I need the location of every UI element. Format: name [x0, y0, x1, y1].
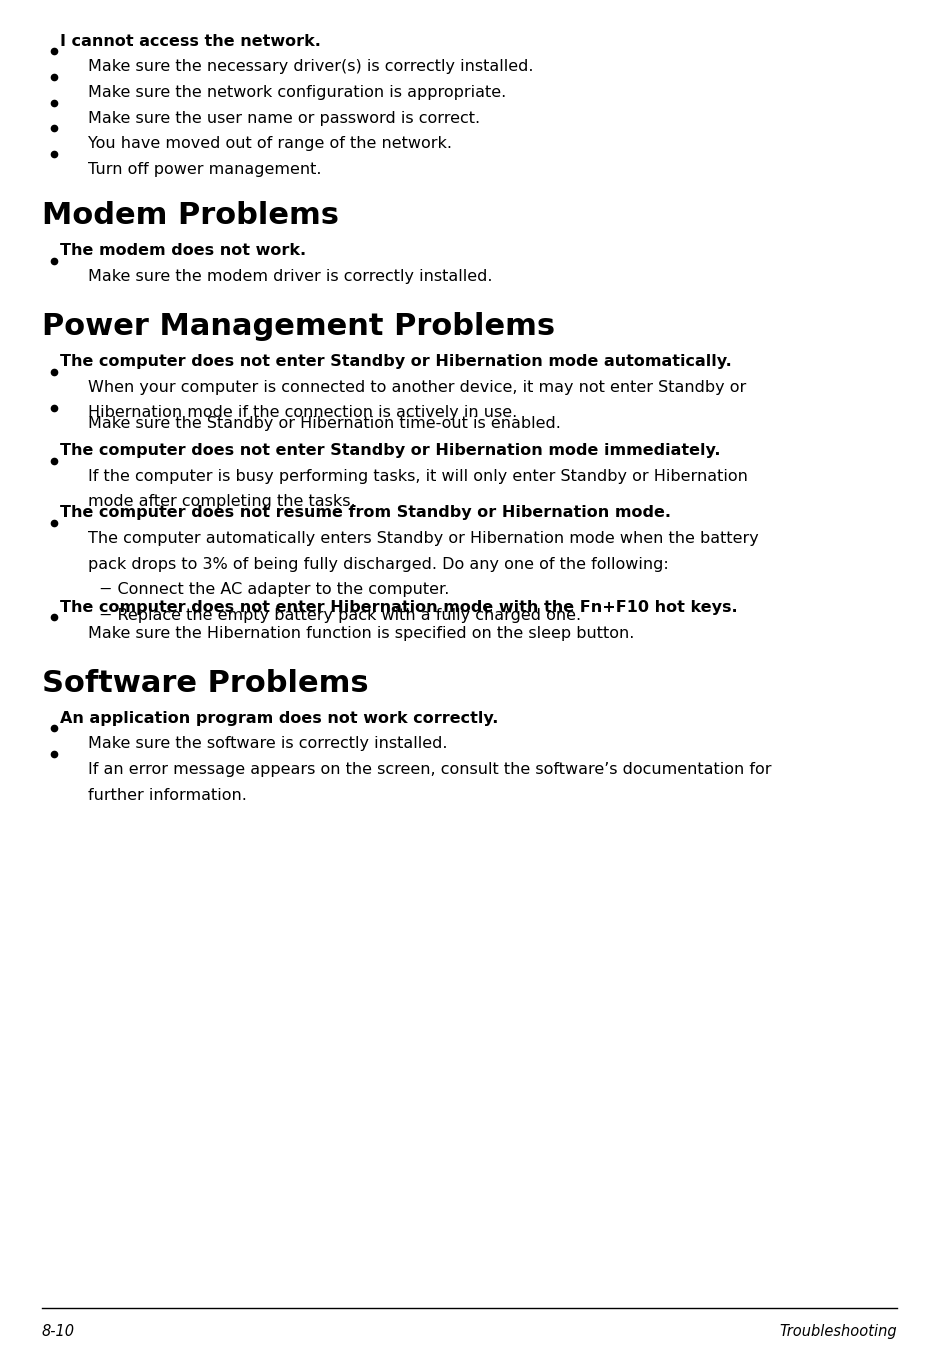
Text: − Replace the empty battery pack with a fully charged one.: − Replace the empty battery pack with a …: [99, 608, 581, 623]
Text: Software Problems: Software Problems: [42, 669, 368, 697]
Text: The modem does not work.: The modem does not work.: [60, 243, 306, 258]
Text: If the computer is busy performing tasks, it will only enter Standby or Hibernat: If the computer is busy performing tasks…: [88, 469, 747, 484]
Text: The computer does not enter Hibernation mode with the Fn+F10 hot keys.: The computer does not enter Hibernation …: [60, 600, 737, 615]
Text: further information.: further information.: [88, 788, 246, 802]
Text: Troubleshooting: Troubleshooting: [778, 1324, 896, 1339]
Text: The computer does not resume from Standby or Hibernation mode.: The computer does not resume from Standb…: [60, 505, 670, 520]
Text: Turn off power management.: Turn off power management.: [88, 162, 321, 177]
Text: Make sure the user name or password is correct.: Make sure the user name or password is c…: [88, 111, 480, 126]
Text: You have moved out of range of the network.: You have moved out of range of the netwo…: [88, 136, 451, 151]
Text: mode after completing the tasks.: mode after completing the tasks.: [88, 494, 355, 509]
Text: Make sure the modem driver is correctly installed.: Make sure the modem driver is correctly …: [88, 269, 492, 284]
Text: Hibernation mode if the connection is actively in use.: Hibernation mode if the connection is ac…: [88, 405, 516, 420]
Text: Make sure the necessary driver(s) is correctly installed.: Make sure the necessary driver(s) is cor…: [88, 59, 532, 74]
Text: The computer automatically enters Standby or Hibernation mode when the battery: The computer automatically enters Standb…: [88, 531, 758, 546]
Text: When your computer is connected to another device, it may not enter Standby or: When your computer is connected to anoth…: [88, 380, 745, 394]
Text: An application program does not work correctly.: An application program does not work cor…: [60, 711, 497, 725]
Text: Make sure the software is correctly installed.: Make sure the software is correctly inst…: [88, 736, 447, 751]
Text: The computer does not enter Standby or Hibernation mode automatically.: The computer does not enter Standby or H…: [60, 354, 731, 369]
Text: 8-10: 8-10: [42, 1324, 75, 1339]
Text: Make sure the Standby or Hibernation time-out is enabled.: Make sure the Standby or Hibernation tim…: [88, 416, 560, 431]
Text: If an error message appears on the screen, consult the software’s documentation : If an error message appears on the scree…: [88, 762, 770, 777]
Text: Power Management Problems: Power Management Problems: [42, 312, 554, 340]
Text: − Connect the AC adapter to the computer.: − Connect the AC adapter to the computer…: [99, 582, 448, 597]
Text: The computer does not enter Standby or Hibernation mode immediately.: The computer does not enter Standby or H…: [60, 443, 720, 458]
Text: Make sure the network configuration is appropriate.: Make sure the network configuration is a…: [88, 85, 506, 100]
Text: pack drops to 3% of being fully discharged. Do any one of the following:: pack drops to 3% of being fully discharg…: [88, 557, 667, 571]
Text: Modem Problems: Modem Problems: [42, 201, 338, 230]
Text: Make sure the Hibernation function is specified on the sleep button.: Make sure the Hibernation function is sp…: [88, 626, 633, 640]
Text: I cannot access the network.: I cannot access the network.: [60, 34, 321, 49]
